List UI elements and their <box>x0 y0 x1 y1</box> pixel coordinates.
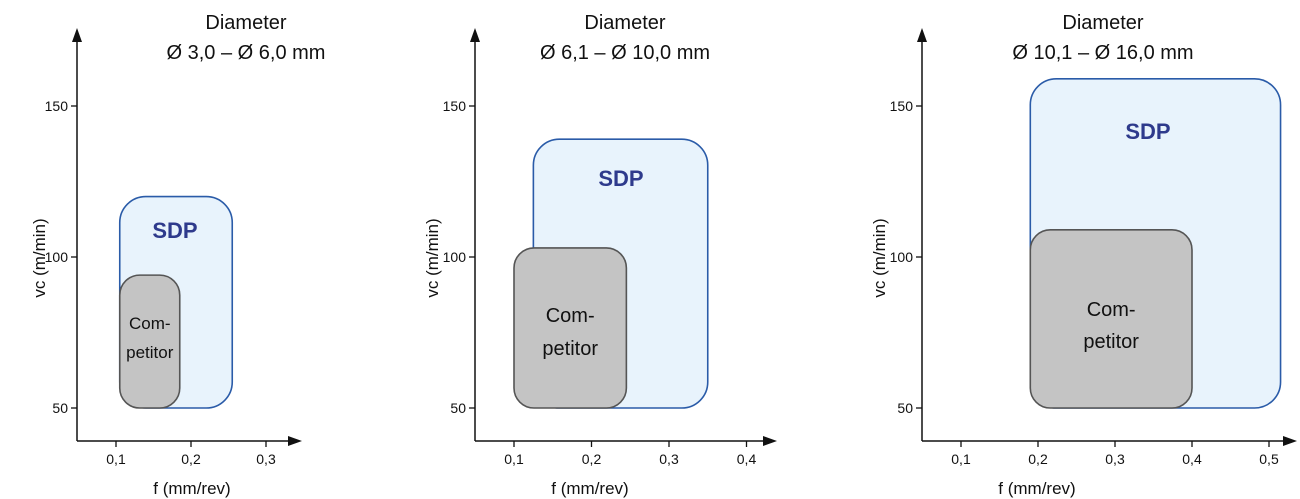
sdp-label: SDP <box>1125 119 1170 144</box>
sdp-label: SDP <box>598 166 643 191</box>
chart-title-line-1: Diameter <box>205 12 286 34</box>
y-tick-label: 50 <box>52 400 68 416</box>
y-axis-arrow <box>470 28 480 42</box>
x-tick-label: 0,4 <box>737 451 757 467</box>
x-axis-label: f (mm/rev) <box>551 479 628 498</box>
x-axis-arrow <box>288 436 302 446</box>
competitor-region <box>1029 229 1193 409</box>
y-tick-label: 100 <box>45 249 69 265</box>
chart-panel-2: SDP Com-petitor 50 100 150 0,1 0,2 0,3 0,4 Diamet… <box>423 12 777 498</box>
competitor-label-line-2: petitor <box>126 343 174 362</box>
chart-title-line-2: Ø 6,1 – Ø 10,0 mm <box>540 42 710 64</box>
y-tick-label: 100 <box>443 249 467 265</box>
chart-title-line-2: Ø 10,1 – Ø 16,0 mm <box>1012 42 1193 64</box>
x-axis-label: f (mm/rev) <box>153 479 230 498</box>
y-tick-label: 50 <box>450 400 466 416</box>
sdp-label: SDP <box>152 218 197 243</box>
y-axis-arrow <box>72 28 82 42</box>
y-tick-label: 150 <box>45 98 69 114</box>
competitor-label-line-1: Com- <box>1087 299 1136 321</box>
y-axis-label: vc (m/min) <box>30 218 49 297</box>
competitor-label-line-2: petitor <box>1083 331 1139 353</box>
chart-panel-3: SDP Com-petitor 50 100 150 0,1 0,2 0,3 0,4 0,5 Dia… <box>870 12 1297 498</box>
x-axis-arrow <box>1283 436 1297 446</box>
x-tick-label: 0,2 <box>181 451 201 467</box>
competitor-region <box>118 274 181 409</box>
x-tick-label: 0,3 <box>1105 451 1125 467</box>
x-tick-label: 0,1 <box>504 451 524 467</box>
competitor-region <box>513 247 628 409</box>
competitor-label-line-2: petitor <box>542 338 598 360</box>
x-axis-label: f (mm/rev) <box>998 479 1075 498</box>
x-tick-label: 0,1 <box>951 451 971 467</box>
x-tick-label: 0,3 <box>256 451 276 467</box>
chart-title-line-2: Ø 3,0 – Ø 6,0 mm <box>167 42 326 64</box>
y-axis-label: vc (m/min) <box>870 218 889 297</box>
y-tick-label: 50 <box>897 400 913 416</box>
x-tick-label: 0,5 <box>1259 451 1279 467</box>
x-tick-label: 0,2 <box>582 451 602 467</box>
competitor-label-line-1: Com- <box>546 305 595 327</box>
y-tick-label: 150 <box>890 98 914 114</box>
x-tick-label: 0,1 <box>106 451 126 467</box>
chart-title-line-1: Diameter <box>584 12 665 34</box>
y-tick-label: 100 <box>890 249 914 265</box>
x-axis-arrow <box>763 436 777 446</box>
y-axis-arrow <box>917 28 927 42</box>
x-tick-label: 0,3 <box>659 451 679 467</box>
y-tick-label: 150 <box>443 98 467 114</box>
competitor-label-line-1: Com- <box>129 314 171 333</box>
x-tick-label: 0,4 <box>1182 451 1202 467</box>
x-tick-label: 0,2 <box>1028 451 1048 467</box>
chart-title-line-1: Diameter <box>1062 12 1143 34</box>
y-axis-label: vc (m/min) <box>423 218 442 297</box>
chart-panel-1: SDP Com-petitor 50 100 150 0,1 0,2 0,3 Diameter Ø… <box>30 12 325 498</box>
